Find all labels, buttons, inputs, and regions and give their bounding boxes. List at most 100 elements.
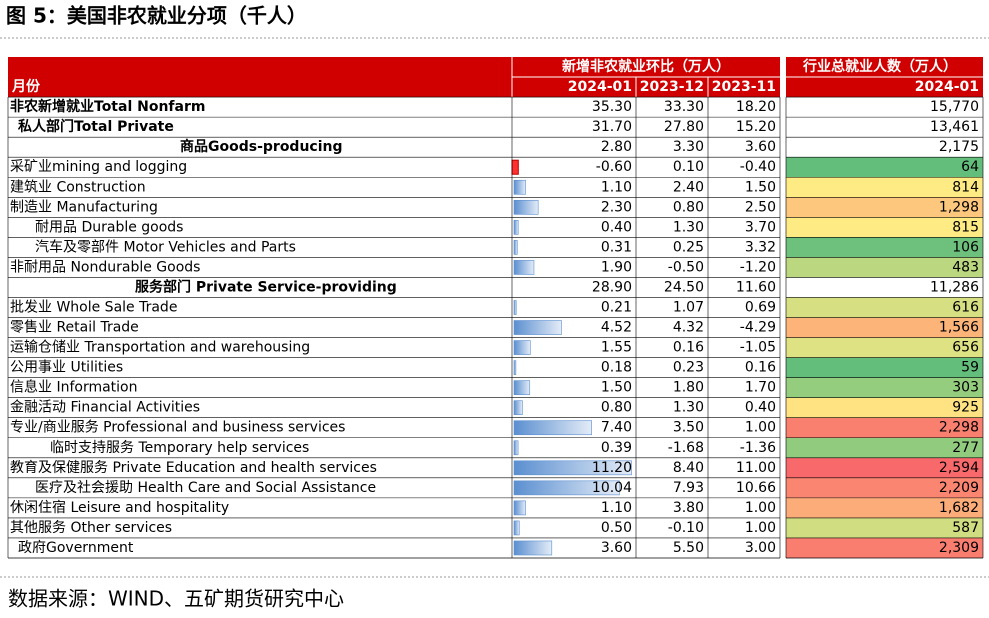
cell-value: 656 <box>952 340 979 356</box>
cell-value: 0.31 <box>601 239 632 255</box>
data-bar <box>513 500 526 516</box>
cell-value: 2,298 <box>939 420 979 436</box>
row-label: 耐用品 Durable goods <box>35 219 183 235</box>
cell-value: -0.60 <box>596 159 632 175</box>
heat-cell <box>786 377 983 398</box>
cell-value: 303 <box>952 380 979 396</box>
cell-value: 11,286 <box>930 279 979 295</box>
cell-value: 13,461 <box>930 119 979 135</box>
cell-value: 0.80 <box>673 199 704 215</box>
cell-value: 59 <box>961 360 979 376</box>
cell-value: 0.10 <box>673 159 704 175</box>
heat-cell <box>786 297 983 318</box>
row-label: 汽车及零部件 Motor Vehicles and Parts <box>35 238 296 255</box>
cell-value: 814 <box>952 179 979 195</box>
cell-value: 925 <box>952 400 979 416</box>
data-bar <box>513 400 523 416</box>
row-label: 商品Goods-producing <box>180 138 343 155</box>
cell-value: 0.16 <box>745 360 776 376</box>
cell-value: 1.00 <box>745 520 776 536</box>
heat-cell <box>786 237 983 258</box>
cell-value: 1.07 <box>673 300 704 316</box>
cell-value: 10.04 <box>592 480 632 496</box>
cell-value: 2,175 <box>939 139 979 155</box>
cell-value: 1.10 <box>601 500 632 516</box>
cell-value: 0.80 <box>601 400 632 416</box>
row-label: 非农新增就业Total Nonfarm <box>10 98 205 115</box>
data-bar <box>513 520 520 536</box>
cell-value: 15,770 <box>930 99 979 115</box>
data-bar <box>513 220 519 235</box>
cell-value: 3.00 <box>745 540 776 556</box>
cell-value: 1.50 <box>601 380 632 396</box>
row-label: 其他服务 Other services <box>10 520 172 536</box>
row-label: 医疗及社会援助 Health Care and Social Assistanc… <box>35 480 376 496</box>
row-label: 零售业 Retail Trade <box>10 320 139 336</box>
cell-value: -1.68 <box>668 440 704 456</box>
cell-value: 0.18 <box>601 360 632 376</box>
cell-value: 815 <box>952 219 979 235</box>
cell-value: -1.20 <box>740 259 776 275</box>
cell-value: 0.23 <box>673 360 704 376</box>
cell-value: 0.40 <box>745 400 776 416</box>
heat-cell <box>786 217 983 238</box>
cell-value: 28.90 <box>592 279 632 295</box>
cell-value: 2,309 <box>939 540 979 556</box>
cell-value: -0.10 <box>668 520 704 536</box>
row-label: 信息业 Information <box>10 379 138 396</box>
cell-value: 3.60 <box>745 139 776 155</box>
data-bar <box>513 240 518 255</box>
group-header: 行业总就业人数（万人） <box>802 58 957 75</box>
cell-value: 2.80 <box>601 139 632 155</box>
heat-cell <box>786 437 983 458</box>
title: 图 5：美国非农就业分项（千人） <box>6 4 307 28</box>
cell-value: 27.80 <box>664 119 704 135</box>
data-bar <box>513 540 553 556</box>
cell-value: 0.50 <box>601 520 632 536</box>
cell-value: 1.30 <box>673 400 704 416</box>
heat-cell <box>786 257 983 278</box>
cell-value: 616 <box>952 300 979 316</box>
cell-value: 3.70 <box>745 219 776 235</box>
heat-cell <box>786 397 983 418</box>
cell-value: 5.50 <box>673 540 704 556</box>
cell-value: 3.32 <box>745 239 776 255</box>
heat-cell <box>786 517 983 538</box>
data-bar <box>513 179 526 195</box>
cell-value: 3.30 <box>673 139 704 155</box>
heat-cell <box>786 417 983 438</box>
data-bar <box>513 300 517 315</box>
cell-value: 8.40 <box>673 460 704 476</box>
cell-value: 11.00 <box>736 460 776 476</box>
data-bar <box>513 320 562 335</box>
cell-value: 31.70 <box>592 119 632 135</box>
row-label: 服务部门 Private Service-providing <box>135 278 397 295</box>
cell-value: 3.50 <box>673 420 704 436</box>
heat-cell <box>786 537 983 558</box>
cell-value: 2,209 <box>939 480 979 496</box>
cell-value: 2.40 <box>673 179 704 195</box>
cell-value: 15.20 <box>736 119 776 135</box>
cell-value: 1.80 <box>673 380 704 396</box>
column-header: 2023-12 <box>640 79 704 95</box>
cell-value: 2,594 <box>939 460 979 476</box>
heat-cell <box>786 457 983 478</box>
cell-value: 4.32 <box>673 320 704 336</box>
cell-value: 0.21 <box>601 300 632 316</box>
cell-value: -4.29 <box>740 320 776 336</box>
heat-cell <box>786 317 983 338</box>
cell-value: 2.50 <box>745 199 776 215</box>
cell-value: 1,298 <box>939 199 979 215</box>
heat-cell <box>786 337 983 358</box>
data-bar <box>513 380 531 395</box>
cell-value: 24.50 <box>664 279 704 295</box>
heat-cell <box>786 477 983 498</box>
cell-value: 2.30 <box>601 199 632 215</box>
cell-value: 0.40 <box>601 219 632 235</box>
cell-value: -1.05 <box>740 340 776 356</box>
row-label: 公用事业 Utilities <box>10 360 123 376</box>
cell-value: 1.00 <box>745 420 776 436</box>
cell-value: 587 <box>952 520 979 536</box>
data-bar <box>511 159 519 175</box>
